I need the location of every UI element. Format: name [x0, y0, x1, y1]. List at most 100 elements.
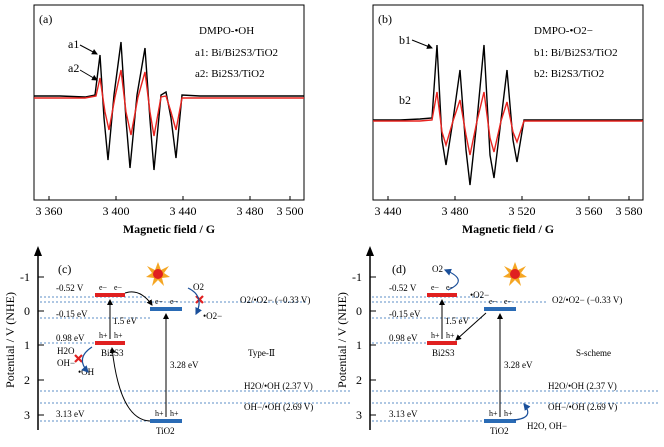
panel-d-bi2s3-label: Bi2S3	[432, 348, 455, 358]
panel-a-marker-a1: a1	[68, 37, 79, 51]
panel-d-y-ticks: -1 0 1 2 3	[352, 270, 376, 422]
panel-a-frame	[33, 4, 305, 201]
panel-c-y-arrowhead	[34, 246, 42, 256]
panel-c-oh-arrow	[81, 346, 93, 373]
panel-d-electron: e−	[446, 283, 455, 292]
panel-c-electron: e−	[99, 283, 108, 292]
sun-icon	[146, 262, 170, 286]
panel-b-arrow-b1	[411, 39, 433, 49]
panel-a-x-axis: 3 360 3 400 3 440 3 480 3 500 Magnetic f…	[36, 196, 304, 236]
panel-c-bi2s3-vb	[95, 341, 125, 345]
panel-c-h2o: H2O	[57, 346, 75, 356]
panel-d-vb-tio2-label: 3.13 eV	[389, 409, 418, 419]
panel-d-tag: (d)	[392, 262, 406, 276]
panel-c-ref-oh: OH−/•OH (2.69 V)	[244, 402, 313, 412]
panel-c-ytick-label: 1	[24, 338, 30, 352]
panel-c-tio2-cb	[150, 307, 182, 311]
panel-c-tio2-label: TiO2	[156, 426, 175, 436]
panel-d-ytick-label: 0	[356, 304, 362, 318]
panel-a-title: DMPO-•OH	[199, 25, 254, 37]
panel-d-ytick-label: 3	[356, 408, 362, 422]
panel-d-cb-tio2-label: -0.15 eV	[389, 309, 421, 319]
panel-d-h2o-arrow	[513, 403, 531, 421]
panel-c: -1 0 1 2 3 Potential / V (NHE) (c) -0.52…	[3, 246, 350, 436]
panel-d-recombination-arrow	[455, 312, 487, 341]
panel-d-ylabel: Potential / V (NHE)	[335, 292, 349, 388]
panel-c-electron: e−	[170, 297, 179, 306]
panel-a-arrow-a1	[79, 44, 98, 55]
panel-d-ytick-label: -1	[352, 270, 362, 284]
panel-c-type: Type-Ⅱ	[248, 348, 275, 358]
panel-a-marker-a2: a2	[68, 61, 79, 75]
panel-c-gap-bi2s3: 1.5 eV	[113, 316, 137, 326]
panel-c-bi2s3-cb	[95, 293, 125, 297]
panel-a-tick-label: 3 360	[36, 204, 63, 218]
panel-c-oh-minus: OH−	[57, 358, 75, 368]
panel-c-vb-tio2-label: 3.13 eV	[56, 409, 85, 419]
panel-d: -1 0 1 2 3 Potential / V (NHE) (d) -0.52…	[335, 246, 660, 436]
panel-b-x-axis: 3 440 3 480 3 520 3 560 3 580 Magnetic f…	[375, 196, 643, 236]
panel-c-o2-arrow	[187, 287, 202, 316]
panel-d-bi2s3-vb	[427, 341, 457, 345]
panel-c-cb-bi2s3-label: -0.52 V	[56, 283, 84, 293]
sun-icon	[503, 262, 527, 286]
panel-c-ytick-label: -1	[20, 270, 30, 284]
panel-c-electron-transfer-arrow	[124, 291, 153, 306]
panel-a-tag: (a)	[39, 12, 52, 26]
panel-c-tio2-vb	[150, 419, 182, 423]
panel-c-hole: h+	[170, 409, 179, 418]
panel-d-h2o-oh: H2O, OH−	[527, 421, 567, 431]
panel-c-hole: h+	[99, 331, 108, 340]
panel-b-tick-label: 3 520	[509, 204, 536, 218]
panel-b-legend-b1: b1: Bi/Bi2S3/TiO2	[534, 47, 618, 59]
panel-c-oh-radical: •OH	[78, 367, 95, 377]
panel-b: (b) DMPO-•O2− b1: Bi/Bi2S3/TiO2 b2: Bi2S…	[372, 4, 644, 236]
panel-d-bi2s3-cb	[427, 293, 457, 297]
panel-d-vb-bi2s3-label: 0.98 eV	[389, 333, 418, 343]
panel-c-ytick-label: 3	[24, 408, 30, 422]
panel-d-tio2-vb	[484, 419, 516, 423]
panel-d-hole: h+	[489, 409, 498, 418]
panel-c-ref-o2: O2/•O2− (−0.33 V)	[240, 295, 310, 305]
panel-d-cb-bi2s3-label: -0.52 V	[389, 283, 417, 293]
panel-d-hole: h+	[446, 331, 455, 340]
panel-b-tick-label: 3 560	[576, 204, 603, 218]
panel-c-o2-radical: •O2−	[203, 311, 222, 321]
panel-d-o2: O2	[432, 264, 443, 274]
panel-c-gap-tio2: 3.28 eV	[170, 360, 199, 370]
panel-d-electron: e−	[489, 297, 498, 306]
panel-b-marker-b2: b2	[399, 93, 411, 107]
panel-b-title: DMPO-•O2−	[534, 25, 593, 37]
panel-c-y-ticks: -1 0 1 2 3	[20, 270, 44, 422]
panel-a-legend-a1: a1: Bi/Bi2S3/TiO2	[195, 47, 278, 59]
panel-c-cross-o2	[195, 295, 204, 304]
panel-d-ytick-label: 1	[356, 338, 362, 352]
panel-a-tick-label: 3 400	[103, 204, 130, 218]
panel-d-gap-tio2: 3.28 eV	[504, 360, 533, 370]
panel-c-electron: e−	[114, 283, 123, 292]
panel-b-trace-b2	[373, 91, 643, 156]
panel-c-hole: h+	[114, 331, 123, 340]
panel-d-o2-radical: •O2−	[470, 290, 489, 300]
panel-d-electron: e−	[431, 283, 440, 292]
panel-b-tick-label: 3 580	[616, 204, 643, 218]
panel-a-legend-a2: a2: Bi2S3/TiO2	[195, 68, 265, 80]
panel-d-y-arrowhead	[366, 246, 374, 256]
panel-c-o2: O2	[193, 282, 204, 292]
panel-b-legend-b2: b2: Bi2S3/TiO2	[534, 68, 604, 80]
panel-b-tick-label: 3 440	[375, 204, 402, 218]
panel-c-tag: (c)	[58, 262, 71, 276]
panel-d-gap-bi2s3: 1.5 eV	[445, 316, 469, 326]
panel-d-hole: h+	[504, 409, 513, 418]
panel-c-hole-transfer-arrow	[109, 347, 151, 422]
panel-d-ref-o2: O2/•O2− (−0.33 V)	[552, 295, 622, 305]
panel-a-trace-a1	[34, 41, 304, 171]
panel-c-ytick-label: 0	[24, 304, 30, 318]
panel-d-ref-oh: OH−/•OH (2.69 V)	[548, 402, 617, 412]
panel-b-tick-label: 3 480	[442, 204, 469, 218]
panel-b-frame	[372, 4, 644, 201]
panel-c-cross-oh	[74, 354, 83, 363]
panel-d-type: S-scheme	[576, 348, 611, 358]
panel-b-trace-b1	[373, 44, 643, 186]
